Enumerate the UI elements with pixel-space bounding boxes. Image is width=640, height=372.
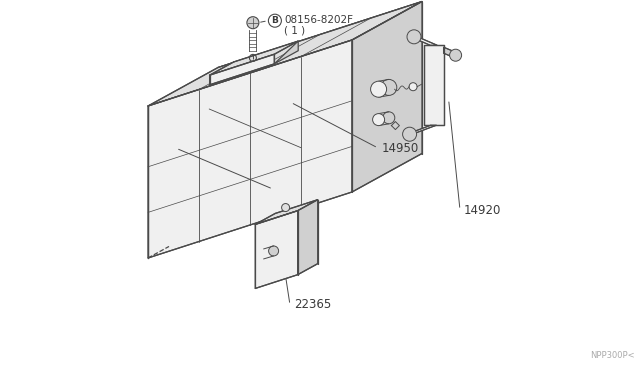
Circle shape	[268, 14, 282, 27]
Circle shape	[383, 112, 395, 124]
Polygon shape	[210, 54, 274, 85]
Text: 14920: 14920	[464, 203, 501, 217]
Text: NPP300P<: NPP300P<	[590, 351, 635, 360]
Polygon shape	[424, 45, 444, 125]
Circle shape	[450, 49, 461, 61]
Circle shape	[409, 83, 417, 91]
Circle shape	[371, 81, 387, 97]
Polygon shape	[218, 1, 422, 219]
Polygon shape	[255, 211, 298, 288]
Circle shape	[403, 127, 417, 141]
Circle shape	[282, 203, 290, 212]
Polygon shape	[148, 40, 352, 258]
Polygon shape	[407, 125, 436, 134]
Circle shape	[269, 246, 278, 256]
Circle shape	[372, 113, 385, 126]
Polygon shape	[210, 41, 298, 75]
Text: ( 1 ): ( 1 )	[284, 26, 305, 36]
Text: 08156-8202F: 08156-8202F	[284, 15, 353, 25]
Text: 14950: 14950	[382, 141, 419, 154]
Polygon shape	[298, 200, 317, 275]
Polygon shape	[352, 1, 422, 192]
Polygon shape	[255, 200, 317, 224]
Circle shape	[407, 30, 421, 44]
Polygon shape	[410, 37, 437, 45]
Text: B: B	[271, 16, 278, 25]
Circle shape	[247, 17, 259, 29]
Polygon shape	[444, 47, 456, 58]
Polygon shape	[274, 41, 298, 64]
Text: 22365: 22365	[294, 298, 332, 311]
Polygon shape	[148, 1, 422, 106]
Circle shape	[381, 79, 397, 95]
